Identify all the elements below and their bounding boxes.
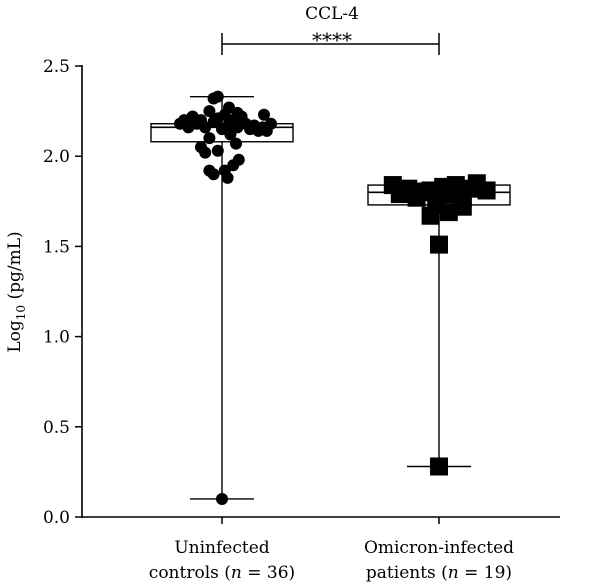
data-point <box>221 171 234 184</box>
y-tick-label: 0.5 <box>43 418 70 438</box>
data-point <box>190 114 203 127</box>
label-pre: controls ( <box>149 563 231 583</box>
label-post: = 19) <box>459 563 512 583</box>
data-point <box>199 146 212 159</box>
category-label-line1: Omicron-infected <box>364 538 514 558</box>
y-tick-label: 2.5 <box>43 57 70 77</box>
y-tick-label: 2.0 <box>43 147 70 167</box>
label-n: n <box>231 563 242 583</box>
box-group-1 <box>150 95 294 500</box>
data-point <box>430 235 448 254</box>
data-point <box>211 90 224 103</box>
data-point <box>477 181 496 200</box>
label-post: = 36) <box>242 563 295 583</box>
data-point <box>203 164 216 177</box>
y-label-main: Log <box>5 320 25 353</box>
data-point <box>439 203 458 222</box>
significance-bracket: **** <box>221 28 440 55</box>
data-point <box>421 206 440 225</box>
data-point <box>216 492 228 505</box>
data-point <box>223 101 235 114</box>
data-point <box>203 132 216 145</box>
axes: 0.0 0.5 1.0 1.5 2.0 2.5 <box>43 57 560 528</box>
significance-stars: **** <box>312 28 352 52</box>
label-n: n <box>448 563 459 583</box>
chart-title: CCL-4 <box>305 4 359 24</box>
y-tick-label: 1.0 <box>43 328 70 348</box>
y-tick-label: 1.5 <box>43 237 70 257</box>
box-group-2 <box>367 182 511 468</box>
category-label-line1: Uninfected <box>174 538 269 558</box>
y-axis-label-text: Log10 (pg/mL) <box>5 231 28 352</box>
category-label-line2: controls (n = 36) <box>149 563 295 583</box>
y-label-subscript: 10 <box>14 305 28 320</box>
data-point <box>203 105 216 118</box>
data-point <box>211 144 224 157</box>
data-point <box>230 137 242 150</box>
data-point <box>453 197 472 216</box>
y-axis-label: Log10 (pg/mL) <box>5 231 28 352</box>
data-point <box>430 457 448 476</box>
data-point <box>265 117 277 130</box>
y-label-unit: (pg/mL) <box>5 231 25 305</box>
data-point <box>224 128 237 141</box>
category-label-line2: patients (n = 19) <box>366 563 512 583</box>
label-pre: patients ( <box>366 563 448 583</box>
data-points <box>174 90 496 505</box>
data-point <box>258 108 270 121</box>
y-tick-label: 0.0 <box>43 508 70 528</box>
